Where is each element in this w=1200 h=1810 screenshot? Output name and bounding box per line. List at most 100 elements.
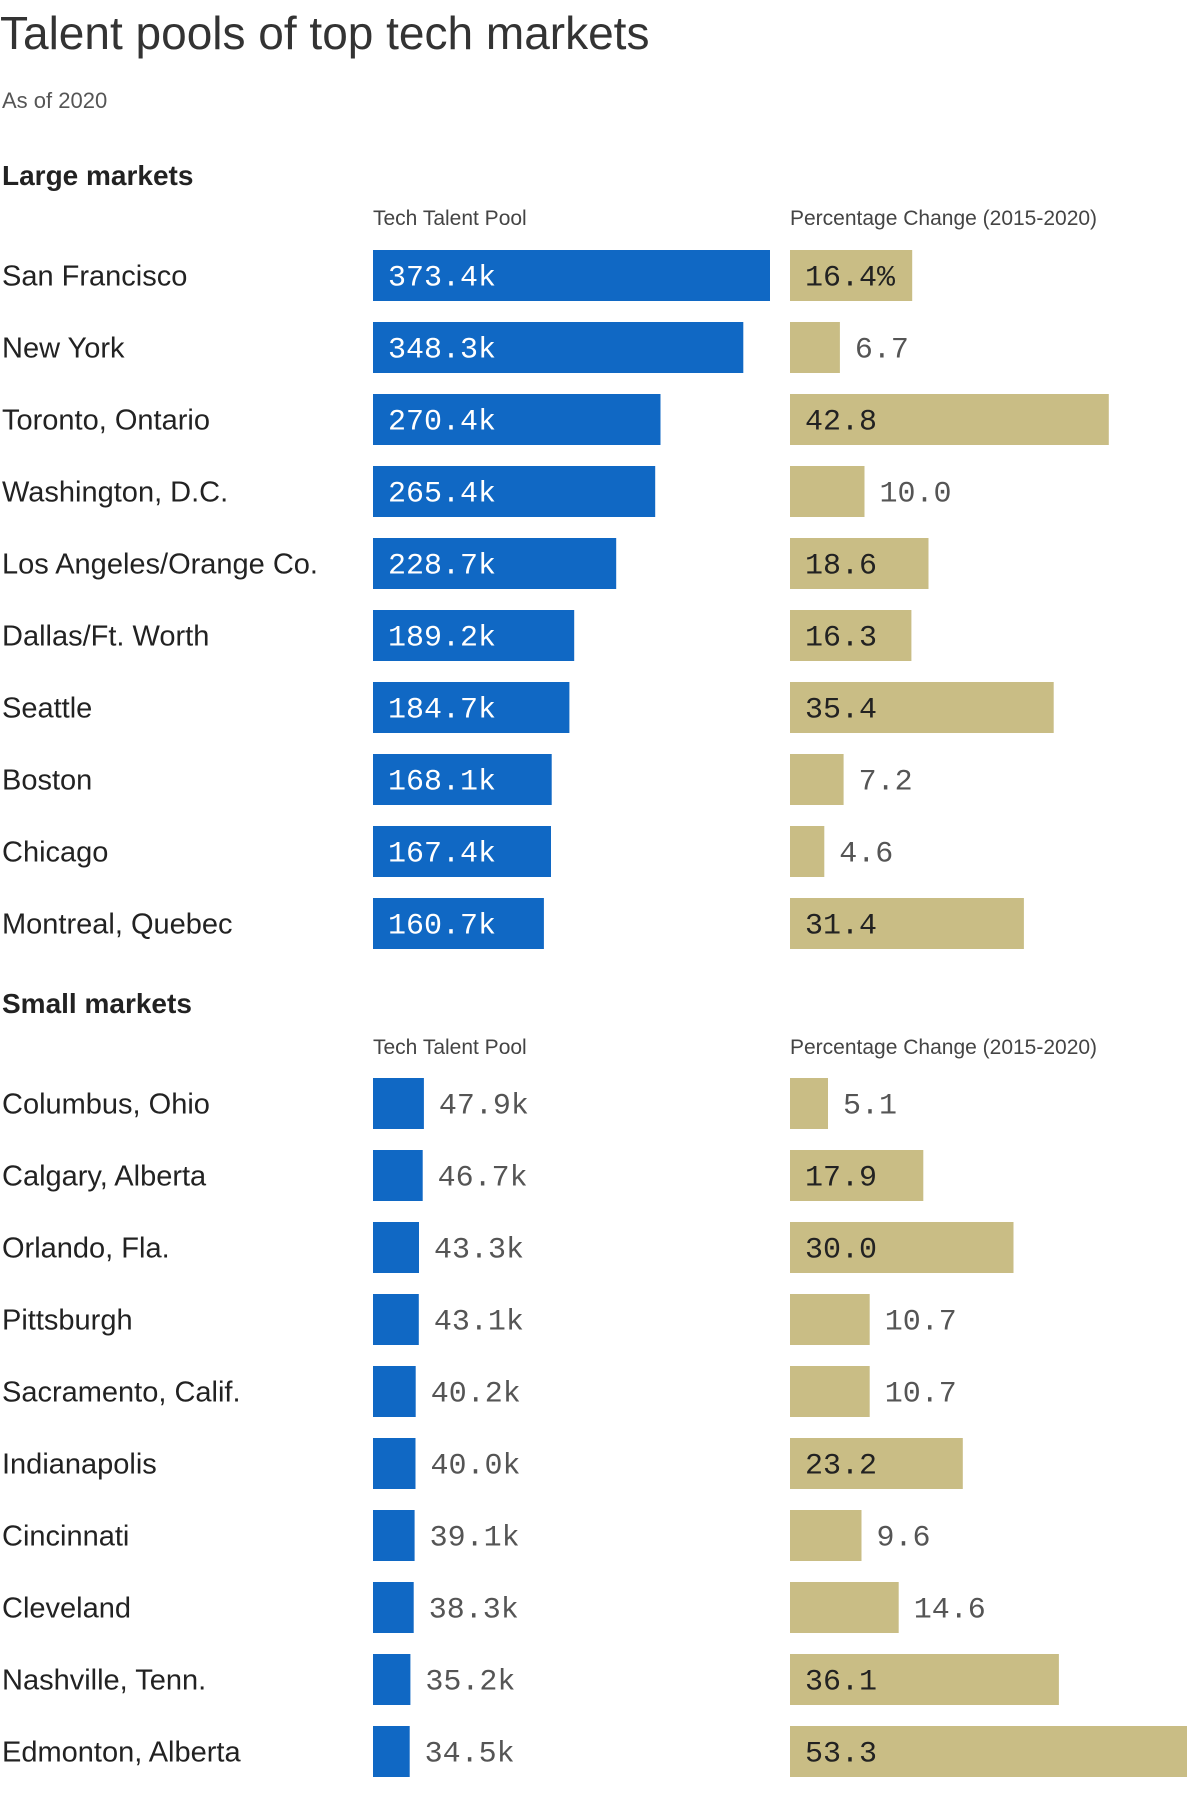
column-header-pool: Tech Talent Pool <box>373 207 527 230</box>
category-label: Montreal, Quebec <box>2 909 233 941</box>
pool-value-label: 43.1k <box>434 1306 524 1340</box>
pool-bar <box>373 1726 410 1777</box>
chart-subtitle: As of 2020 <box>2 88 108 113</box>
category-label: Indianapolis <box>2 1449 157 1481</box>
pool-bar <box>373 610 575 661</box>
category-label: Columbus, Ohio <box>2 1089 210 1121</box>
category-label: San Francisco <box>2 261 187 293</box>
category-label: Washington, D.C. <box>2 477 228 509</box>
pool-value-label: 40.0k <box>431 1450 521 1484</box>
change-value-label: 7.2 <box>859 766 913 800</box>
pool-bar <box>373 1582 414 1633</box>
change-bar <box>790 1510 862 1561</box>
pool-value-label: 35.2k <box>425 1666 515 1700</box>
pool-value-label: 184.7k <box>388 694 496 728</box>
category-label: Edmonton, Alberta <box>2 1737 241 1769</box>
category-label: Seattle <box>2 693 92 725</box>
change-bar <box>790 1582 899 1633</box>
pool-bar <box>373 898 544 949</box>
change-value-label: 10.7 <box>885 1378 957 1412</box>
change-value-label: 30.0 <box>805 1234 877 1268</box>
category-label: Los Angeles/Orange Co. <box>2 549 318 581</box>
category-label: Chicago <box>2 837 108 869</box>
change-bar <box>790 466 865 517</box>
category-label: Nashville, Tenn. <box>2 1665 206 1697</box>
pool-bar <box>373 250 770 301</box>
change-value-label: 4.6 <box>839 838 893 872</box>
pool-bar <box>373 538 617 589</box>
change-bar <box>790 1366 870 1417</box>
pool-value-label: 348.3k <box>388 334 496 368</box>
change-value-label: 10.7 <box>885 1306 957 1340</box>
change-bar <box>790 1150 924 1201</box>
change-bar <box>790 754 844 805</box>
change-value-label: 6.7 <box>855 334 909 368</box>
pool-value-label: 38.3k <box>429 1594 519 1628</box>
change-value-label: 31.4 <box>805 910 877 944</box>
section-title: Large markets <box>2 160 193 191</box>
pool-bar <box>373 1150 423 1201</box>
change-value-label: 18.6 <box>805 550 877 584</box>
pool-value-label: 46.7k <box>438 1162 528 1196</box>
pool-bar <box>373 682 570 733</box>
change-value-label: 16.3 <box>805 622 877 656</box>
change-bar <box>790 1726 1187 1777</box>
pool-value-label: 34.5k <box>425 1738 515 1772</box>
pool-bar <box>373 322 744 373</box>
category-label: Boston <box>2 765 92 797</box>
change-value-label: 35.4 <box>805 694 877 728</box>
category-label: Toronto, Ontario <box>2 405 210 437</box>
category-label: Cincinnati <box>2 1521 129 1553</box>
category-label: Dallas/Ft. Worth <box>2 621 209 653</box>
pool-bar <box>373 1222 419 1273</box>
change-bar <box>790 1654 1059 1705</box>
change-bar <box>790 322 840 373</box>
change-value-label: 10.0 <box>879 478 951 512</box>
change-bar <box>790 1078 828 1129</box>
chart-title: Talent pools of top tech markets <box>0 7 650 59</box>
category-label: Calgary, Alberta <box>2 1161 207 1193</box>
change-bar <box>790 250 913 301</box>
column-header-change: Percentage Change (2015-2020) <box>790 1036 1097 1059</box>
pool-value-label: 189.2k <box>388 622 496 656</box>
pool-bar <box>373 1510 415 1561</box>
column-header-change: Percentage Change (2015-2020) <box>790 207 1097 230</box>
pool-bar <box>373 394 661 445</box>
change-value-label: 53.3 <box>805 1738 877 1772</box>
pool-value-label: 168.1k <box>388 766 496 800</box>
pool-bar <box>373 826 551 877</box>
pool-value-label: 160.7k <box>388 910 496 944</box>
pool-bar <box>373 466 656 517</box>
change-bar <box>790 394 1109 445</box>
pool-value-label: 39.1k <box>430 1522 520 1556</box>
change-bar <box>790 682 1054 733</box>
change-value-label: 36.1 <box>805 1666 877 1700</box>
pool-bar <box>373 1078 424 1129</box>
change-value-label: 5.1 <box>843 1090 897 1124</box>
change-bar <box>790 610 912 661</box>
column-header-pool: Tech Talent Pool <box>373 1036 527 1059</box>
pool-value-label: 47.9k <box>439 1090 529 1124</box>
pool-value-label: 265.4k <box>388 478 496 512</box>
change-value-label: 23.2 <box>805 1450 877 1484</box>
category-label: New York <box>2 333 125 365</box>
change-bar <box>790 538 929 589</box>
category-label: Pittsburgh <box>2 1305 133 1337</box>
change-bar <box>790 1294 870 1345</box>
pool-value-label: 43.3k <box>434 1234 524 1268</box>
pool-bar <box>373 754 552 805</box>
change-value-label: 9.6 <box>877 1522 931 1556</box>
change-bar <box>790 898 1024 949</box>
pool-bar <box>373 1294 419 1345</box>
change-bar <box>790 1438 963 1489</box>
pool-value-label: 270.4k <box>388 406 496 440</box>
pool-bar <box>373 1654 411 1705</box>
pool-bar <box>373 1438 416 1489</box>
change-bar <box>790 1222 1014 1273</box>
category-label: Orlando, Fla. <box>2 1233 170 1265</box>
pool-bar <box>373 1366 416 1417</box>
change-value-label: 17.9 <box>805 1162 877 1196</box>
category-label: Sacramento, Calif. <box>2 1377 241 1409</box>
pool-value-label: 167.4k <box>388 838 496 872</box>
